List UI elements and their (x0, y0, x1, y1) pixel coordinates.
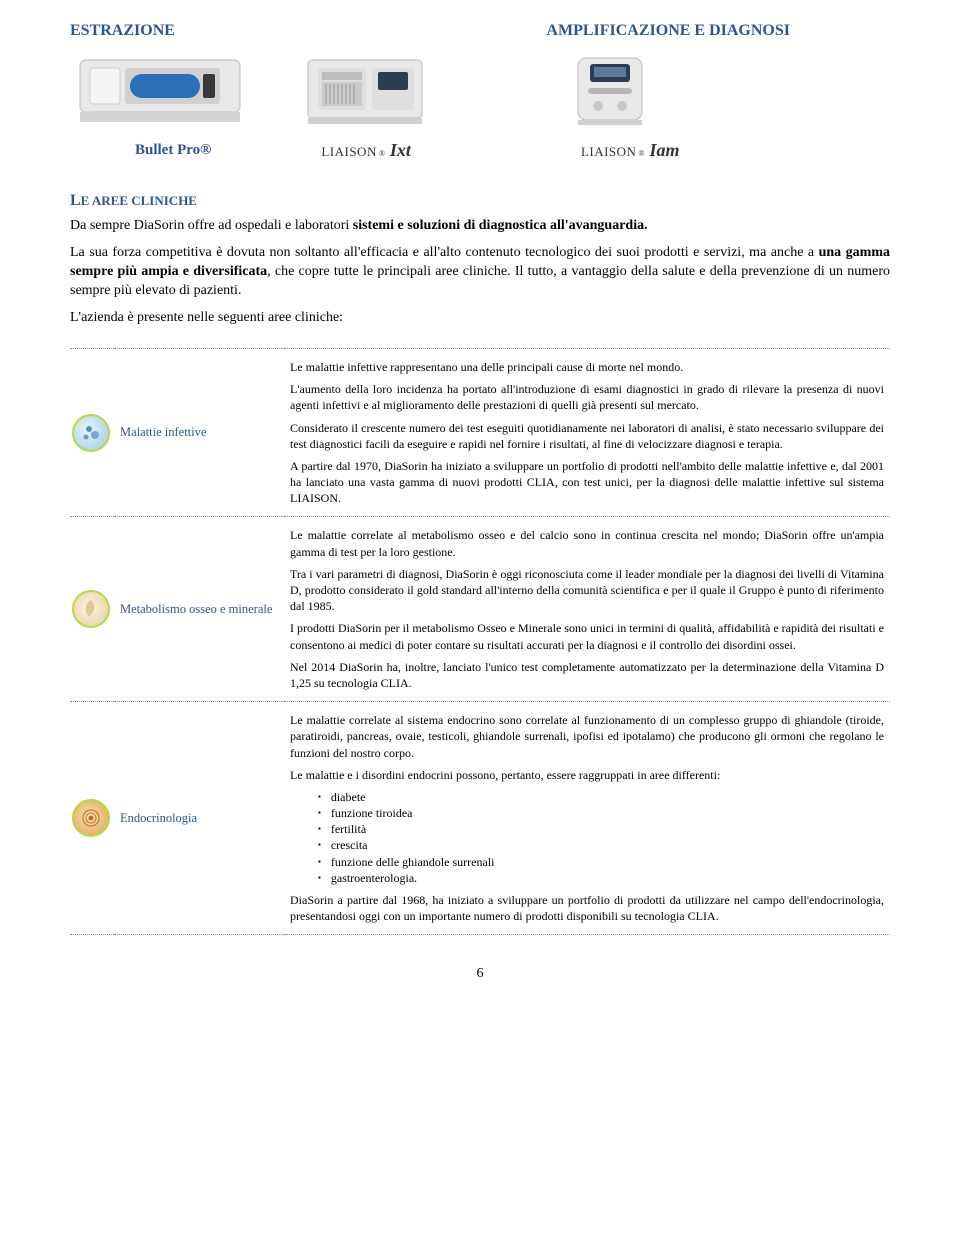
row1-p0: Le malattie infettive rappresentano una … (290, 359, 884, 375)
device-ixt-image (300, 52, 430, 130)
row3-name: Endocrinologia (114, 702, 284, 935)
body-p2: La sua forza competitiva è dovuta non so… (70, 244, 890, 301)
row3-intro0: Le malattie correlate al sistema endocri… (290, 712, 884, 761)
row3-icon-cell (70, 702, 114, 935)
row1-name: Malattie infettive (114, 348, 284, 517)
row1-icon-cell (70, 348, 114, 517)
row3-b2: fertilità (318, 821, 884, 837)
row2-desc: Le malattie correlate al metabolismo oss… (284, 517, 890, 702)
body-p3: L'azienda è presente nelle seguenti aree… (70, 309, 890, 328)
bullet-pro-label: Bullet Pro® (135, 140, 211, 160)
row3-intro1: Le malattie e i disordini endocrini poss… (290, 767, 884, 783)
body-p1-b: sistemi e soluzioni di diagnostica all'a… (353, 218, 648, 233)
liaison-reg-2: ® (638, 149, 644, 160)
header-row: ESTRAZIONE AMPLIFICAZIONE E DIAGNOSI (70, 20, 890, 42)
header-right: AMPLIFICAZIONE E DIAGNOSI (546, 20, 790, 42)
row2-p3: Nel 2014 DiaSorin ha, inoltre, lanciato … (290, 659, 884, 691)
body-p1-a: Da sempre DiaSorin offre ad ospedali e l… (70, 218, 353, 233)
row2-name: Metabolismo osseo e minerale (114, 517, 284, 702)
row3-outro: DiaSorin a partire dal 1968, ha iniziato… (290, 892, 884, 924)
liaison-ixt-suffix: Ixt (390, 138, 411, 162)
row3-b4: funzione delle ghiandole surrenali (318, 854, 884, 870)
table-row: Malattie infettive Le malattie infettive… (70, 348, 890, 517)
row1-p3: A partire dal 1970, DiaSorin ha iniziato… (290, 458, 884, 507)
liaison-reg: ® (379, 149, 385, 160)
liaison-iam-logo: LIAISON® Iam (581, 138, 680, 162)
section-title: LE AREE CLINICHE (70, 190, 890, 212)
liaison-iam-suffix: Iam (650, 138, 680, 162)
table-row: Endocrinologia Le malattie correlate al … (70, 702, 890, 935)
liaison-ixt-logo: LIAISON® Ixt (321, 138, 411, 162)
row3-b3: crescita (318, 837, 884, 853)
row3-bullets: diabete funzione tiroidea fertilità cres… (318, 789, 884, 886)
row2-p1: Tra i vari parametri di diagnosi, DiaSor… (290, 566, 884, 615)
infectious-icon (72, 414, 110, 452)
row2-icon-cell (70, 517, 114, 702)
body-p1: Da sempre DiaSorin offre ad ospedali e l… (70, 217, 890, 236)
liaison-text-2: LIAISON (581, 143, 637, 161)
body-p2-a: La sua forza competitiva è dovuta non so… (70, 245, 819, 260)
header-left: ESTRAZIONE (70, 20, 175, 42)
devices-row (70, 52, 890, 130)
bone-icon (72, 590, 110, 628)
table-row: Metabolismo osseo e minerale Le malattie… (70, 517, 890, 702)
row3-desc: Le malattie correlate al sistema endocri… (284, 702, 890, 935)
device-ixt (300, 52, 430, 130)
row2-p0: Le malattie correlate al metabolismo oss… (290, 527, 884, 559)
row3-b1: funzione tiroidea (318, 805, 884, 821)
liaison-text: LIAISON (321, 143, 377, 161)
row2-p2: I prodotti DiaSorin per il metabolismo O… (290, 620, 884, 652)
device-bullet-pro (70, 52, 250, 130)
row3-b0: diabete (318, 789, 884, 805)
row1-p2: Considerato il crescente numero dei test… (290, 420, 884, 452)
row1-desc: Le malattie infettive rappresentano una … (284, 348, 890, 517)
device-iam (560, 52, 660, 130)
clinical-areas-table: Malattie infettive Le malattie infettive… (70, 348, 890, 935)
row3-b5: gastroenterologia. (318, 870, 884, 886)
row1-p1: L'aumento della loro incidenza ha portat… (290, 381, 884, 413)
device-iam-image (560, 52, 660, 130)
logo-row: Bullet Pro® LIAISON® Ixt LIAISON® Iam (135, 138, 890, 162)
device-bullet-pro-image (70, 52, 250, 130)
endo-icon (72, 799, 110, 837)
page-number: 6 (70, 965, 890, 984)
